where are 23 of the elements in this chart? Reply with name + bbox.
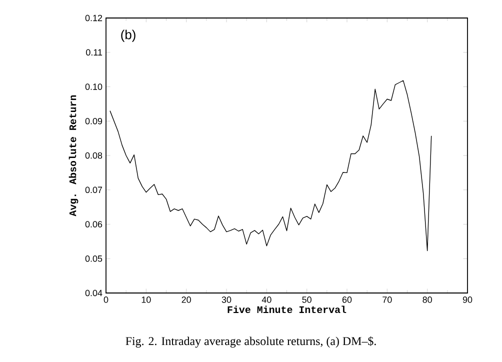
y-tick-label: 0.08: [85, 152, 102, 159]
y-tick-label: 0.07: [85, 186, 102, 194]
x-tick-label: 0: [104, 296, 108, 303]
y-tick-label: 0.10: [85, 84, 102, 90]
x-tick-label: 20: [182, 296, 191, 303]
annotation: (b): [121, 30, 136, 42]
x-tick-label: 80: [422, 296, 432, 303]
caption: Fig. 2. Intraday average absolute returns, (a) DM–$.: [126, 336, 376, 348]
x-axis-title: Five Minute Interval: [228, 306, 346, 314]
y-tick-label: 0.06: [85, 221, 102, 228]
y-tick-label: 0.09: [85, 118, 102, 124]
x-tick-label: 60: [342, 296, 352, 303]
x-tick-label: 70: [382, 296, 392, 303]
x-tick-label: 30: [222, 296, 232, 303]
y-tick-label: 0.12: [85, 14, 102, 22]
y-tick-label: 0.11: [86, 49, 102, 56]
y-tick-label: 0.04: [85, 290, 102, 296]
x-tick-label: 50: [302, 296, 312, 303]
x-tick-label: 40: [262, 296, 272, 303]
x-tick-label: 90: [462, 296, 472, 303]
y-axis-title: Avg. Absolute Return: [68, 95, 78, 216]
x-tick-label: 10: [142, 296, 151, 303]
y-tick-label: 0.05: [85, 255, 102, 262]
